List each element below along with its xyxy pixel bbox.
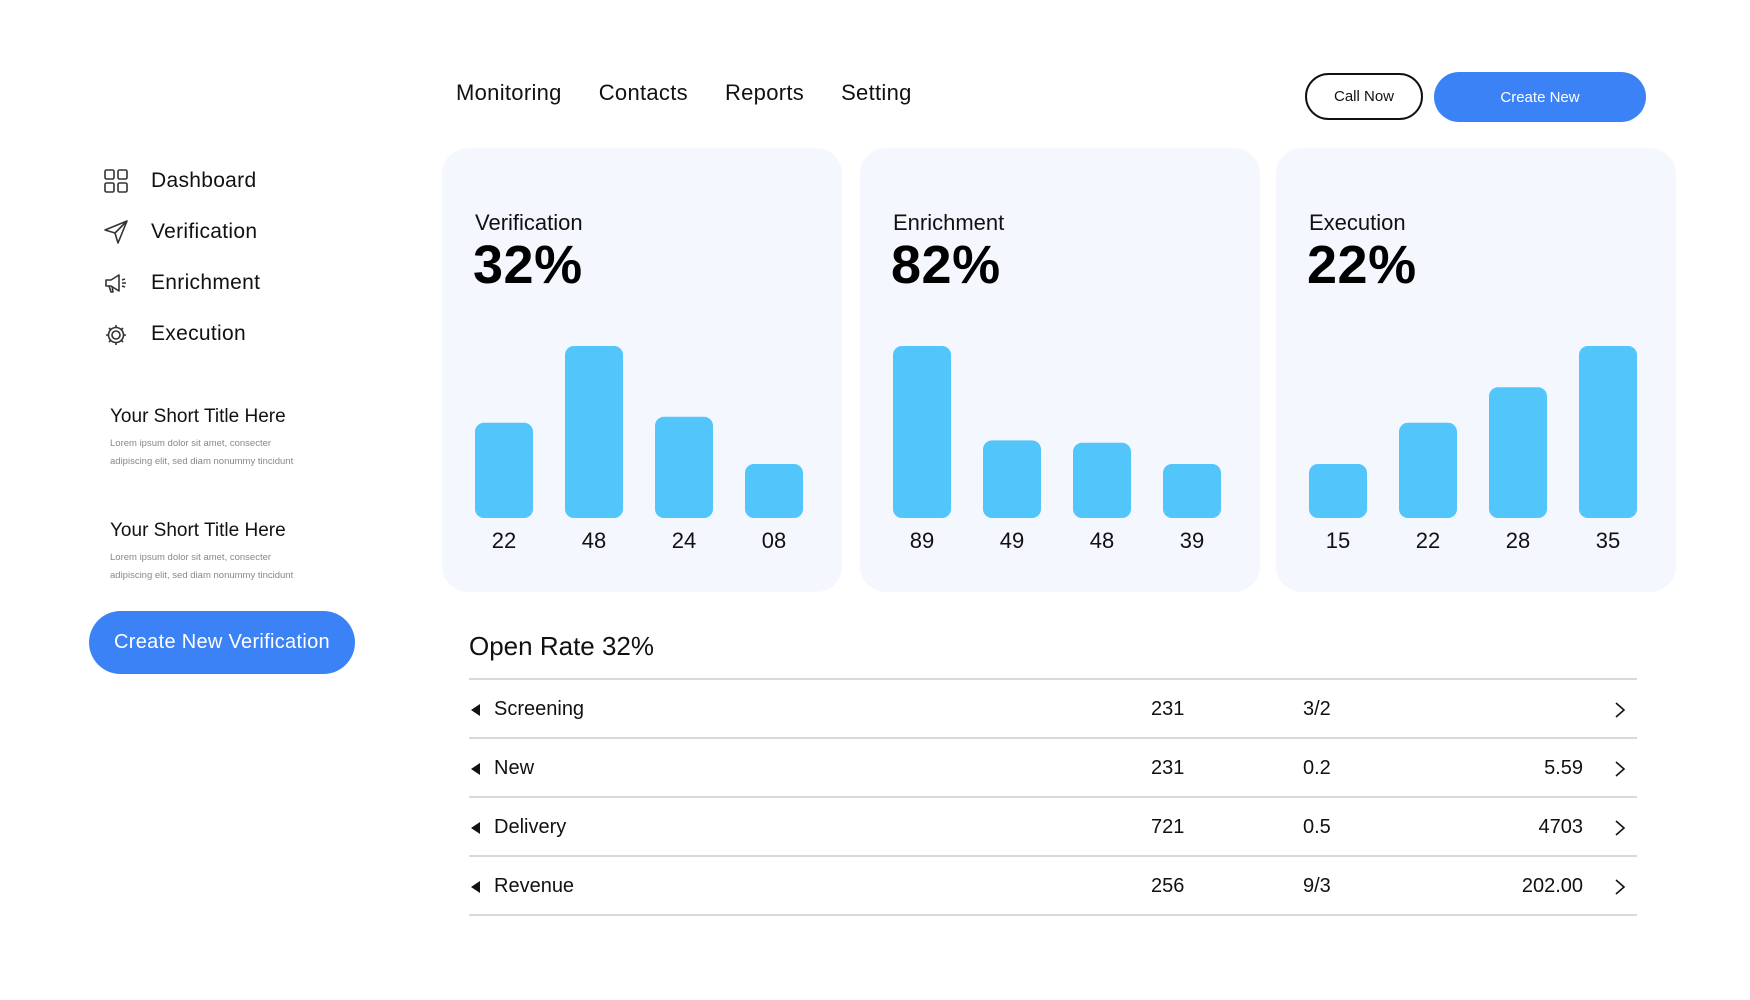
stat-card-enrichment: Enrichment 82% 89 49 48 39 xyxy=(860,148,1260,592)
sidebar-item-label: Dashboard xyxy=(151,168,257,192)
bar-label: 15 xyxy=(1326,528,1350,553)
chart-bar xyxy=(1489,387,1547,518)
caret-left-icon[interactable] xyxy=(471,822,480,834)
row-value: 0.5 xyxy=(1303,816,1331,838)
chevron-right-icon[interactable] xyxy=(1613,701,1627,719)
row-value: 256 xyxy=(1151,875,1185,897)
call-now-button[interactable]: Call Now xyxy=(1305,73,1423,120)
bar-label: 89 xyxy=(910,528,934,553)
row-name: New xyxy=(494,757,535,779)
bar-label: 35 xyxy=(1596,528,1620,553)
bar-label: 22 xyxy=(1416,528,1440,553)
chart-bar xyxy=(893,346,951,518)
info-block-desc: adipiscing elit, sed diam nonummy tincid… xyxy=(110,570,294,581)
nav-reports[interactable]: Reports xyxy=(724,80,805,105)
info-block-title: Your Short Title Here xyxy=(110,406,286,427)
row-value: 721 xyxy=(1151,816,1185,838)
gear-icon xyxy=(102,320,130,348)
card-percentage: 22% xyxy=(1307,235,1417,295)
info-block-title: Your Short Title Here xyxy=(110,520,286,541)
chart-bar xyxy=(1073,442,1131,518)
bar-label: 49 xyxy=(1000,528,1024,553)
row-value: 4703 xyxy=(1538,816,1584,838)
open-rate-table: Screening 231 3/2 New 231 0.2 5.59 Deliv… xyxy=(469,678,1637,916)
nav-setting[interactable]: Setting xyxy=(841,80,912,105)
nav-contacts[interactable]: Contacts xyxy=(598,80,688,105)
bar-label: 28 xyxy=(1506,528,1530,553)
bar-label: 08 xyxy=(762,528,786,553)
create-new-verification-button[interactable]: Create New Verification xyxy=(89,611,355,674)
bar-label: 48 xyxy=(582,528,606,553)
card-title: Enrichment xyxy=(893,210,1005,235)
chart-bar xyxy=(1579,346,1637,518)
row-value: 9/3 xyxy=(1303,875,1331,897)
stat-card-verification: Verification 32% 22 48 24 08 xyxy=(442,148,842,592)
info-block-desc: Lorem ipsum dolor sit amet, consecter xyxy=(110,552,272,563)
row-value: 231 xyxy=(1151,698,1185,720)
chart-bar xyxy=(565,346,623,518)
bar-label: 48 xyxy=(1090,528,1114,553)
grid-icon xyxy=(102,167,130,195)
row-value: 0.2 xyxy=(1303,757,1331,779)
megaphone-icon xyxy=(102,269,130,297)
table-row[interactable]: Screening 231 3/2 xyxy=(469,680,1637,739)
table-row[interactable]: Revenue 256 9/3 202.00 xyxy=(469,857,1637,916)
bar-label: 24 xyxy=(672,528,696,553)
row-value: 202.00 xyxy=(1521,875,1583,897)
card-title: Execution xyxy=(1309,210,1406,235)
chart-bar xyxy=(475,422,533,518)
sidebar-item-label: Verification xyxy=(151,219,258,243)
info-block: Your Short Title Here Lorem ipsum dolor … xyxy=(110,406,350,471)
card-percentage: 32% xyxy=(473,235,583,295)
chevron-right-icon[interactable] xyxy=(1613,878,1627,896)
nav-monitoring[interactable]: Monitoring xyxy=(456,80,562,105)
caret-left-icon[interactable] xyxy=(471,881,480,893)
table-row[interactable]: Delivery 721 0.5 4703 xyxy=(469,798,1637,857)
open-rate-title: Open Rate 32% xyxy=(469,631,655,661)
caret-left-icon[interactable] xyxy=(471,763,480,775)
info-block-desc: adipiscing elit, sed diam nonummy tincid… xyxy=(110,456,294,467)
row-value: 5.59 xyxy=(1544,757,1583,779)
sidebar-item-enrichment[interactable]: Enrichment xyxy=(102,257,260,308)
create-new-button[interactable]: Create New xyxy=(1434,72,1646,122)
row-value: 231 xyxy=(1151,757,1185,779)
chart-bar xyxy=(1309,464,1367,518)
info-block-desc: Lorem ipsum dolor sit amet, consecter xyxy=(110,438,272,449)
sidebar: Dashboard Verification Enrichment Execut… xyxy=(102,155,260,359)
chart-bar xyxy=(983,440,1041,518)
chart-bar xyxy=(1163,464,1221,518)
bar-label: 22 xyxy=(492,528,516,553)
stat-card-execution: Execution 22% 15 22 28 35 xyxy=(1276,148,1676,592)
send-icon xyxy=(102,218,130,246)
chevron-right-icon[interactable] xyxy=(1613,760,1627,778)
top-nav: Monitoring Contacts Reports Setting xyxy=(456,80,912,106)
row-name: Revenue xyxy=(494,875,575,897)
bar-label: 39 xyxy=(1180,528,1204,553)
bar-chart: 22 48 24 08 xyxy=(475,346,803,553)
table-row[interactable]: New 231 0.2 5.59 xyxy=(469,739,1637,798)
row-value: 3/2 xyxy=(1303,698,1331,720)
row-name: Screening xyxy=(494,698,585,720)
bar-chart: 89 49 48 39 xyxy=(893,346,1221,553)
chevron-right-icon[interactable] xyxy=(1613,819,1627,837)
sidebar-item-execution[interactable]: Execution xyxy=(102,308,260,359)
card-title: Verification xyxy=(475,210,583,235)
bar-chart: 15 22 28 35 xyxy=(1309,346,1637,553)
sidebar-item-label: Enrichment xyxy=(151,270,261,294)
sidebar-item-label: Execution xyxy=(151,321,246,345)
caret-left-icon[interactable] xyxy=(471,704,480,716)
chart-bar xyxy=(1399,422,1457,518)
card-percentage: 82% xyxy=(891,235,1001,295)
chart-bar xyxy=(655,416,713,518)
row-name: Delivery xyxy=(494,816,567,838)
sidebar-item-dashboard[interactable]: Dashboard xyxy=(102,155,260,206)
sidebar-item-verification[interactable]: Verification xyxy=(102,206,260,257)
chart-bar xyxy=(745,464,803,518)
info-block: Your Short Title Here Lorem ipsum dolor … xyxy=(110,520,350,585)
